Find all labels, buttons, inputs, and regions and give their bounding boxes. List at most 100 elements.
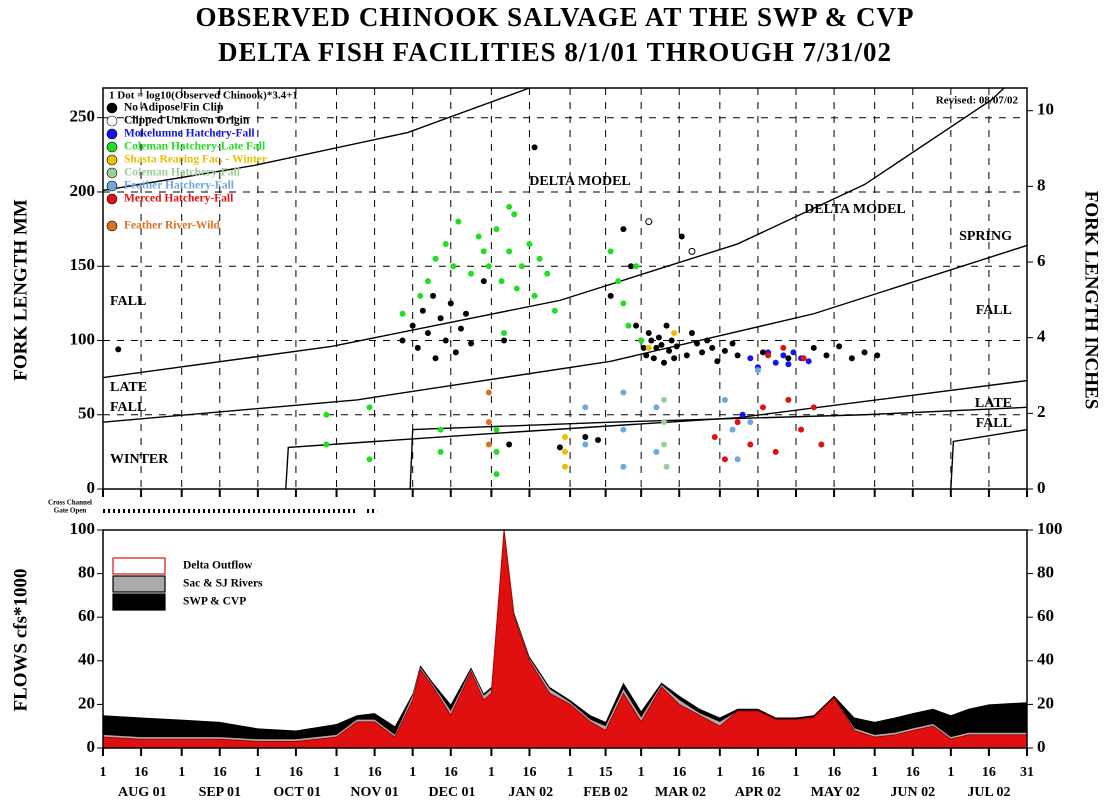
fish-dot bbox=[663, 322, 670, 329]
fish-dot bbox=[480, 248, 487, 255]
legend-label: Clipped Unknown Origin bbox=[124, 115, 250, 127]
fish-dot bbox=[498, 278, 505, 285]
fish-dot bbox=[633, 322, 640, 329]
fish-dot bbox=[661, 419, 667, 426]
x-tick-label: 1 bbox=[716, 765, 723, 780]
legend-swatch bbox=[106, 154, 118, 166]
fish-dot bbox=[485, 441, 492, 448]
fish-dot bbox=[760, 349, 766, 356]
gate-label: Cross Channel bbox=[48, 499, 92, 507]
fish-dot bbox=[688, 330, 695, 337]
fish-dot bbox=[455, 218, 462, 225]
fish-dot bbox=[399, 310, 406, 317]
y-tick-label: 40 bbox=[78, 650, 95, 669]
fish-dot bbox=[582, 404, 589, 411]
fish-dot bbox=[694, 340, 700, 347]
fish-dot bbox=[620, 463, 627, 470]
fish-dot bbox=[582, 441, 589, 448]
fish-dot bbox=[810, 344, 817, 351]
month-label: JUL 02 bbox=[967, 785, 1010, 800]
fish-dot bbox=[442, 337, 449, 344]
model-curve bbox=[285, 379, 1028, 490]
x-tick-label: 1 bbox=[333, 765, 340, 780]
x-tick-label: 1 bbox=[947, 765, 954, 780]
y2-tick-label: 0 bbox=[1037, 478, 1046, 497]
fish-dot bbox=[734, 419, 741, 426]
fish-dot bbox=[661, 441, 667, 448]
fish-dot bbox=[683, 352, 690, 359]
fish-dot bbox=[780, 352, 787, 359]
fish-dot bbox=[115, 346, 122, 353]
legend-swatch bbox=[112, 557, 166, 575]
fish-dot bbox=[531, 144, 538, 151]
fish-dot bbox=[399, 337, 406, 344]
model-curve bbox=[102, 87, 1005, 379]
x-tick-label: 16 bbox=[213, 765, 227, 780]
fish-dot bbox=[655, 334, 662, 341]
fish-dot bbox=[638, 337, 645, 344]
fish-dot bbox=[447, 300, 454, 307]
fish-dot bbox=[562, 434, 568, 441]
fish-dot bbox=[699, 349, 706, 356]
y2-tick-label: 80 bbox=[1037, 563, 1054, 582]
x-tick-label: 16 bbox=[827, 765, 841, 780]
fish-dot bbox=[772, 359, 779, 366]
y-tick-label: 60 bbox=[78, 606, 95, 625]
x-tick-label: 1 bbox=[567, 765, 574, 780]
month-label: NOV 01 bbox=[350, 785, 398, 800]
fish-dot bbox=[823, 352, 830, 359]
x-tick-label: 1 bbox=[254, 765, 261, 780]
fish-dot bbox=[658, 341, 665, 348]
legend-label: Shasta Rearing Fac. - Winter bbox=[124, 154, 267, 166]
x-tick-label: 1 bbox=[638, 765, 645, 780]
fish-dot bbox=[861, 349, 868, 356]
y-tick-label: 20 bbox=[78, 693, 95, 712]
legend-label: No Adipose Fin Clip bbox=[124, 102, 223, 114]
fish-dot bbox=[678, 233, 685, 240]
fish-dot bbox=[457, 325, 464, 332]
fish-dot bbox=[531, 292, 538, 299]
legend-swatch bbox=[112, 575, 166, 593]
fish-dot bbox=[437, 448, 444, 455]
legend-swatch bbox=[106, 180, 118, 192]
fish-dot bbox=[648, 337, 655, 344]
fish-dot bbox=[463, 310, 469, 317]
fish-dot bbox=[721, 456, 728, 463]
fish-dot bbox=[800, 355, 807, 362]
legend-label: Feather Hatchery-Fall bbox=[124, 180, 234, 192]
x-tick-label: 16 bbox=[751, 765, 765, 780]
fish-dot bbox=[442, 240, 449, 247]
fish-dot bbox=[780, 344, 787, 351]
x-tick-label: 1 bbox=[793, 765, 800, 780]
fish-dot bbox=[366, 404, 373, 411]
fish-dot bbox=[874, 352, 881, 359]
fish-dot bbox=[747, 441, 754, 448]
fish-dot bbox=[645, 330, 652, 337]
annotation: FALL bbox=[110, 294, 146, 309]
fish-dot bbox=[468, 340, 475, 347]
fish-dot bbox=[765, 352, 772, 359]
fish-dot bbox=[729, 426, 736, 433]
y-axis-label: FORK LENGTH MM bbox=[10, 199, 31, 381]
y-tick-label: 150 bbox=[70, 255, 96, 274]
fish-dot bbox=[417, 292, 424, 299]
month-label: AUG 01 bbox=[118, 785, 167, 800]
x-tick-label: 1 bbox=[488, 765, 495, 780]
annotation: DELTA MODEL bbox=[804, 202, 906, 217]
y-tick-label: 250 bbox=[70, 107, 96, 126]
fish-dot bbox=[633, 263, 640, 270]
month-label: SEP 01 bbox=[199, 785, 241, 800]
fish-dot bbox=[493, 226, 500, 233]
fish-dot bbox=[526, 240, 533, 247]
fish-dot bbox=[620, 426, 627, 433]
y2-tick-label: 40 bbox=[1037, 650, 1054, 669]
fish-dot bbox=[620, 226, 627, 233]
fish-dot bbox=[582, 434, 589, 441]
annotation: FALL bbox=[976, 416, 1012, 431]
fish-dot bbox=[798, 426, 805, 433]
fish-dot bbox=[536, 255, 543, 262]
y-tick-label: 100 bbox=[70, 519, 96, 538]
x-tick-label: 1 bbox=[871, 765, 878, 780]
fish-dot bbox=[485, 389, 492, 396]
